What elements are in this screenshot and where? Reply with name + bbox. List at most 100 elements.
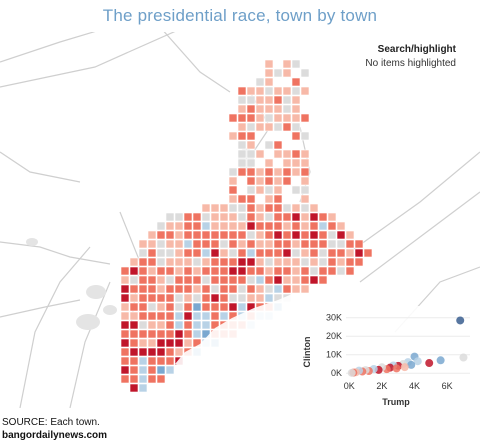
town-cell[interactable]: [129, 320, 139, 330]
town-cell[interactable]: [192, 257, 202, 267]
scatter-point[interactable]: [392, 364, 401, 373]
town-cell[interactable]: [156, 239, 166, 249]
town-cell[interactable]: [282, 176, 292, 186]
town-cell[interactable]: [147, 230, 157, 240]
town-cell[interactable]: [291, 275, 301, 285]
town-cell[interactable]: [300, 149, 310, 159]
town-cell[interactable]: [147, 248, 157, 258]
town-cell[interactable]: [255, 86, 265, 96]
town-cell[interactable]: [192, 221, 202, 231]
town-cell[interactable]: [147, 275, 157, 285]
town-cell[interactable]: [300, 131, 310, 141]
town-cell[interactable]: [255, 230, 265, 240]
town-cell[interactable]: [246, 275, 256, 285]
town-cell[interactable]: [255, 284, 265, 294]
town-cell[interactable]: [138, 266, 148, 276]
town-cell[interactable]: [147, 347, 157, 357]
town-cell[interactable]: [138, 275, 148, 285]
town-cell[interactable]: [246, 284, 256, 294]
town-cell[interactable]: [237, 194, 247, 204]
town-cell[interactable]: [129, 311, 139, 321]
town-cell[interactable]: [165, 248, 175, 258]
town-cell[interactable]: [300, 86, 310, 96]
town-cell[interactable]: [309, 275, 319, 285]
town-cell[interactable]: [300, 194, 310, 204]
town-cell[interactable]: [237, 104, 247, 114]
town-cell[interactable]: [201, 266, 211, 276]
town-cell[interactable]: [174, 329, 184, 339]
town-cell[interactable]: [264, 266, 274, 276]
town-cell[interactable]: [210, 275, 220, 285]
town-cell[interactable]: [345, 248, 355, 258]
town-cell[interactable]: [165, 239, 175, 249]
town-cell[interactable]: [228, 293, 238, 303]
town-cell[interactable]: [183, 293, 193, 303]
town-cell[interactable]: [183, 221, 193, 231]
town-cell[interactable]: [264, 167, 274, 177]
town-cell[interactable]: [138, 374, 148, 384]
town-cell[interactable]: [318, 239, 328, 249]
town-cell[interactable]: [138, 239, 148, 249]
town-cell[interactable]: [327, 248, 337, 258]
town-cell[interactable]: [237, 248, 247, 258]
town-cell[interactable]: [264, 122, 274, 132]
town-cell[interactable]: [201, 203, 211, 213]
town-cell[interactable]: [174, 311, 184, 321]
town-cell[interactable]: [336, 230, 346, 240]
town-cell[interactable]: [246, 239, 256, 249]
town-cell[interactable]: [237, 230, 247, 240]
town-cell[interactable]: [210, 293, 220, 303]
town-cell[interactable]: [282, 266, 292, 276]
town-cell[interactable]: [174, 257, 184, 267]
town-cell[interactable]: [192, 311, 202, 321]
town-cell[interactable]: [246, 86, 256, 96]
town-cell[interactable]: [345, 266, 355, 276]
town-cell[interactable]: [345, 230, 355, 240]
town-cell[interactable]: [273, 194, 283, 204]
town-cell[interactable]: [300, 248, 310, 258]
town-cell[interactable]: [273, 203, 283, 213]
town-cell[interactable]: [210, 257, 220, 267]
town-cell[interactable]: [165, 320, 175, 330]
town-cell[interactable]: [228, 284, 238, 294]
town-cell[interactable]: [165, 230, 175, 240]
town-cell[interactable]: [147, 320, 157, 330]
town-cell[interactable]: [273, 68, 283, 78]
town-cell[interactable]: [273, 176, 283, 186]
town-cell[interactable]: [129, 302, 139, 312]
town-cell[interactable]: [327, 257, 337, 267]
town-cell[interactable]: [156, 356, 166, 366]
town-cell[interactable]: [273, 113, 283, 123]
town-cell[interactable]: [228, 239, 238, 249]
town-cell[interactable]: [219, 302, 229, 312]
town-cell[interactable]: [237, 239, 247, 249]
town-cell[interactable]: [300, 185, 310, 195]
town-cell[interactable]: [246, 257, 256, 267]
town-cell[interactable]: [201, 293, 211, 303]
town-cell[interactable]: [282, 68, 292, 78]
town-cell[interactable]: [129, 329, 139, 339]
town-cell[interactable]: [309, 230, 319, 240]
town-cell[interactable]: [273, 284, 283, 294]
town-cell[interactable]: [237, 140, 247, 150]
town-cell[interactable]: [345, 257, 355, 267]
town-cell[interactable]: [174, 221, 184, 231]
town-cell[interactable]: [228, 275, 238, 285]
town-cell[interactable]: [237, 86, 247, 96]
town-cell[interactable]: [156, 257, 166, 267]
town-cell[interactable]: [147, 356, 157, 366]
town-cell[interactable]: [120, 329, 130, 339]
town-cell[interactable]: [165, 365, 175, 375]
town-cell[interactable]: [165, 266, 175, 276]
town-cell[interactable]: [363, 248, 373, 258]
town-cell[interactable]: [120, 275, 130, 285]
town-cell[interactable]: [219, 284, 229, 294]
town-cell[interactable]: [237, 302, 247, 312]
town-cell[interactable]: [138, 302, 148, 312]
town-cell[interactable]: [264, 140, 274, 150]
town-cell[interactable]: [273, 95, 283, 105]
town-cell[interactable]: [246, 230, 256, 240]
town-cell[interactable]: [237, 131, 247, 141]
town-cell[interactable]: [300, 230, 310, 240]
town-cell[interactable]: [183, 230, 193, 240]
